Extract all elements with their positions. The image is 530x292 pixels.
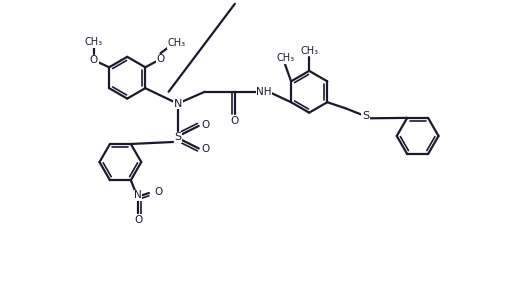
Text: CH₃: CH₃ (167, 38, 185, 48)
Text: N: N (134, 190, 142, 200)
Text: O: O (155, 187, 163, 197)
Text: CH₃: CH₃ (300, 46, 318, 56)
Text: O: O (231, 116, 239, 126)
Text: S: S (174, 132, 181, 142)
Text: O: O (201, 120, 209, 130)
Text: CH₃: CH₃ (276, 53, 294, 63)
Text: O: O (90, 55, 98, 65)
Text: NH: NH (256, 87, 271, 97)
Text: O: O (134, 215, 142, 225)
Text: CH₃: CH₃ (85, 37, 103, 47)
Text: N: N (174, 99, 182, 109)
Text: O: O (156, 54, 165, 64)
Text: O: O (201, 144, 209, 154)
Text: S: S (362, 111, 369, 121)
